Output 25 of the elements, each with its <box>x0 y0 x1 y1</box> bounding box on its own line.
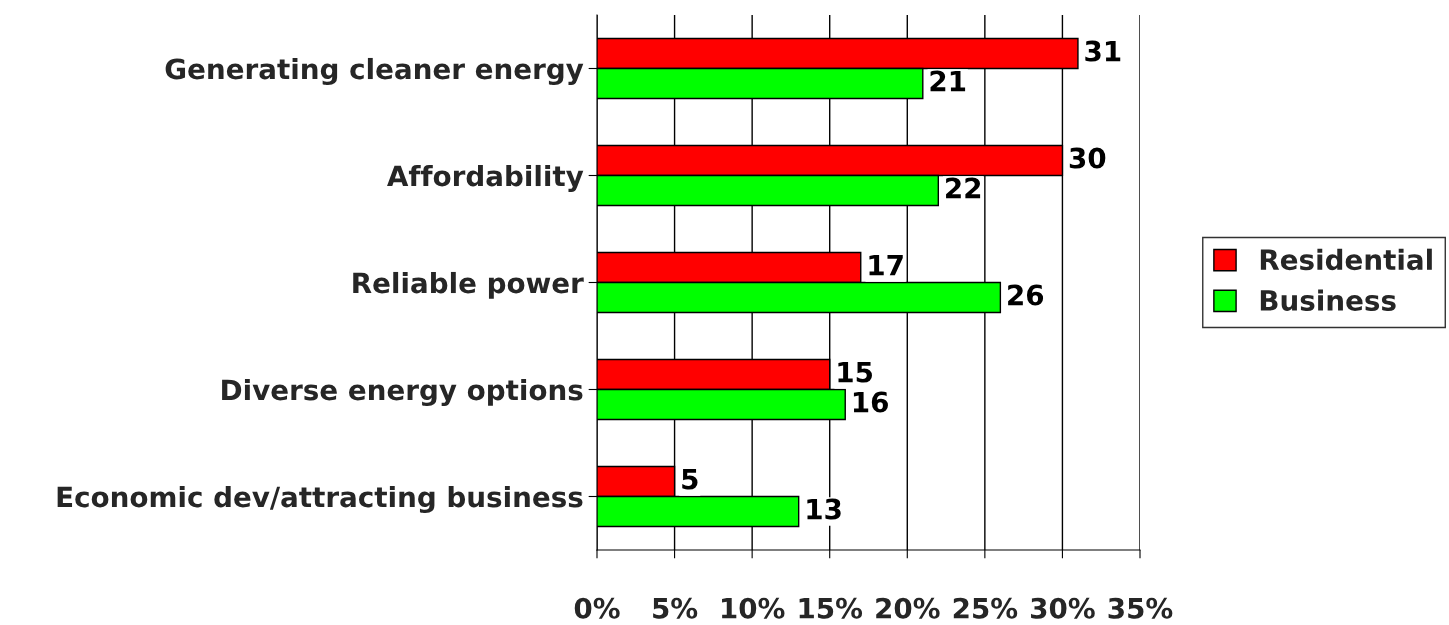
data-label: 30 <box>1069 147 1106 169</box>
x-tick-label: 30% <box>1031 597 1095 619</box>
y-tick-label: Reliable power <box>353 271 584 299</box>
data-label: 22 <box>946 177 981 199</box>
y-tick-label: Generating cleaner energy <box>165 57 584 86</box>
legend-label: Residential <box>1260 248 1432 271</box>
data-label: 31 <box>1085 40 1121 62</box>
x-tick-label: 20% <box>876 597 940 619</box>
data-label: 15 <box>838 361 872 383</box>
data-label: 21 <box>930 70 966 92</box>
y-tick-label: Diverse energy options <box>222 378 583 407</box>
y-tick-label: Economic dev/attracting business <box>57 485 583 514</box>
data-label: 13 <box>807 498 841 520</box>
data-label: 26 <box>1008 284 1044 306</box>
x-tick-label: 5% <box>653 597 698 619</box>
x-tick-label: 35% <box>1108 597 1173 619</box>
data-label: 16 <box>853 391 888 413</box>
y-tick-label: Affordability <box>387 164 584 193</box>
x-tick-label: 0% <box>574 597 620 619</box>
x-tick-label: 25% <box>953 597 1018 619</box>
data-label: 5 <box>682 468 698 490</box>
x-tick-label: 15% <box>799 597 863 619</box>
legend-label: Business <box>1260 289 1396 311</box>
x-tick-label: 10% <box>722 597 785 619</box>
data-label: 17 <box>869 254 903 276</box>
